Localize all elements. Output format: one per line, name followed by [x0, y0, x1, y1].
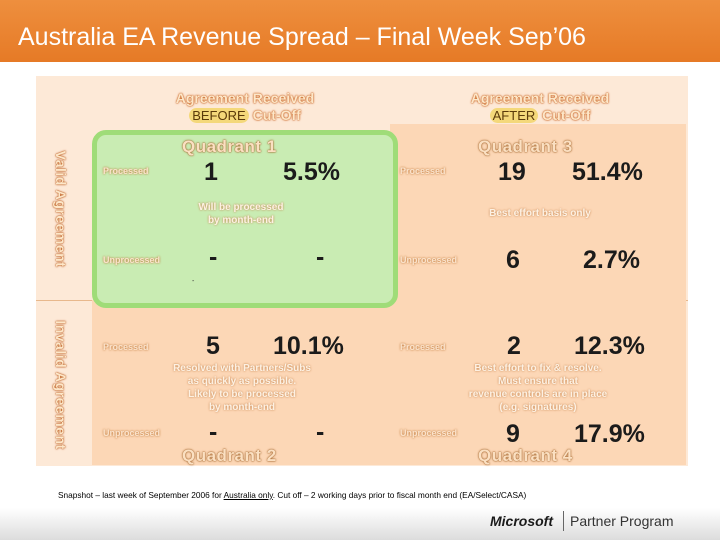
column-header-after-line1: Agreement Received: [470, 90, 610, 106]
q2-note-line4: by month-end: [208, 402, 276, 413]
column-header-before-line1: Agreement Received: [175, 90, 315, 106]
footnote-post: . Cut off – 2 working days prior to fisc…: [272, 490, 527, 500]
before-rest: Cut-Off: [252, 107, 301, 123]
q4-note: Best effort to fix & resolve. Must ensur…: [452, 362, 624, 414]
row-label-invalid: Invalid Agreement: [53, 320, 69, 450]
quadrant-4: [390, 300, 686, 465]
q4-note-line4: (e.g. signatures): [499, 402, 577, 413]
q3-unprocessed-count: 6: [506, 246, 520, 274]
q4-note-line3: revenue controls are in place: [468, 389, 608, 400]
quadrant-1: [92, 130, 398, 308]
column-header-before: Agreement Received BEFORE Cut-Off: [160, 90, 330, 123]
partner-program-label: Partner Program: [570, 513, 674, 529]
footnote-underlined: Australia only: [223, 490, 273, 500]
q2-note: Resolved with Partners/Subs as quickly a…: [158, 362, 326, 414]
q3-processed-percent: 51.4%: [572, 158, 643, 186]
q1-unprocessed-count: -: [209, 243, 218, 271]
q4-note-line2: Must ensure that: [497, 376, 578, 387]
q2-unprocessed-percent: -: [316, 418, 325, 446]
after-rest: Cut-Off: [542, 107, 591, 123]
quadrant-4-title: Quadrant 4: [478, 446, 573, 465]
title-bar: Australia EA Revenue Spread – Final Week…: [0, 0, 720, 62]
q3-processed-count: 19: [498, 158, 526, 186]
before-chip: BEFORE: [189, 108, 249, 123]
column-header-after: Agreement Received AFTER Cut-Off: [455, 90, 625, 123]
q2-processed-label: Processed: [103, 342, 149, 352]
column-header-before-line2: BEFORE Cut-Off: [160, 107, 330, 123]
footnote-pre: Snapshot – last week of September 2006 f…: [58, 490, 224, 500]
q3-processed-label: Processed: [400, 166, 446, 176]
quadrant-2-title: Quadrant 2: [182, 446, 277, 465]
quadrant-1-title: Quadrant 1: [182, 137, 277, 156]
q3-note: Best effort basis only: [489, 208, 591, 219]
microsoft-logo: Microsoft: [490, 513, 553, 529]
q1-processed-percent: 5.5%: [283, 158, 340, 186]
quadrant-3: [390, 124, 686, 300]
q4-unprocessed-label: Unprocessed: [400, 428, 458, 438]
column-header-after-line2: AFTER Cut-Off: [455, 107, 625, 123]
brand-separator: [563, 511, 564, 531]
q1-unprocessed-percent: -: [316, 243, 325, 271]
q2-unprocessed-label: Unprocessed: [103, 428, 161, 438]
quadrant-3-title: Quadrant 3: [478, 137, 573, 156]
q2-processed-count: 5: [206, 332, 220, 360]
q4-processed-percent: 12.3%: [574, 332, 645, 360]
q1-unprocessed-label: Unprocessed: [103, 255, 161, 265]
q2-processed-percent: 10.1%: [273, 332, 344, 360]
q1-processed-label: Processed: [103, 166, 149, 176]
q1-note-line1: Will be processed: [198, 202, 284, 213]
q4-unprocessed-percent: 17.9%: [574, 420, 645, 448]
q1-dot-mark: -: [192, 278, 195, 285]
q2-note-line1: Resolved with Partners/Subs: [173, 363, 311, 374]
q3-unprocessed-label: Unprocessed: [400, 255, 458, 265]
footnote: Snapshot – last week of September 2006 f…: [58, 490, 526, 500]
q4-processed-label: Processed: [400, 342, 446, 352]
q2-note-line2: as quickly as possible.: [187, 376, 297, 387]
q4-note-line1: Best effort to fix & resolve.: [474, 363, 602, 374]
brand-bar: [0, 508, 720, 540]
q3-unprocessed-percent: 2.7%: [583, 246, 640, 274]
q1-note-line2: by month-end: [207, 215, 275, 226]
q4-unprocessed-count: 9: [506, 420, 520, 448]
q1-note: Will be processed by month-end: [178, 201, 304, 227]
quadrant-2: [92, 300, 392, 465]
q2-note-line3: Likely to be processed: [188, 389, 296, 400]
q4-processed-count: 2: [507, 332, 521, 360]
row-label-valid: Valid Agreement: [53, 150, 69, 268]
q2-unprocessed-count: -: [209, 418, 218, 446]
q1-processed-count: 1: [204, 158, 218, 186]
after-chip: AFTER: [489, 108, 539, 123]
slide-title: Australia EA Revenue Spread – Final Week…: [18, 23, 586, 51]
